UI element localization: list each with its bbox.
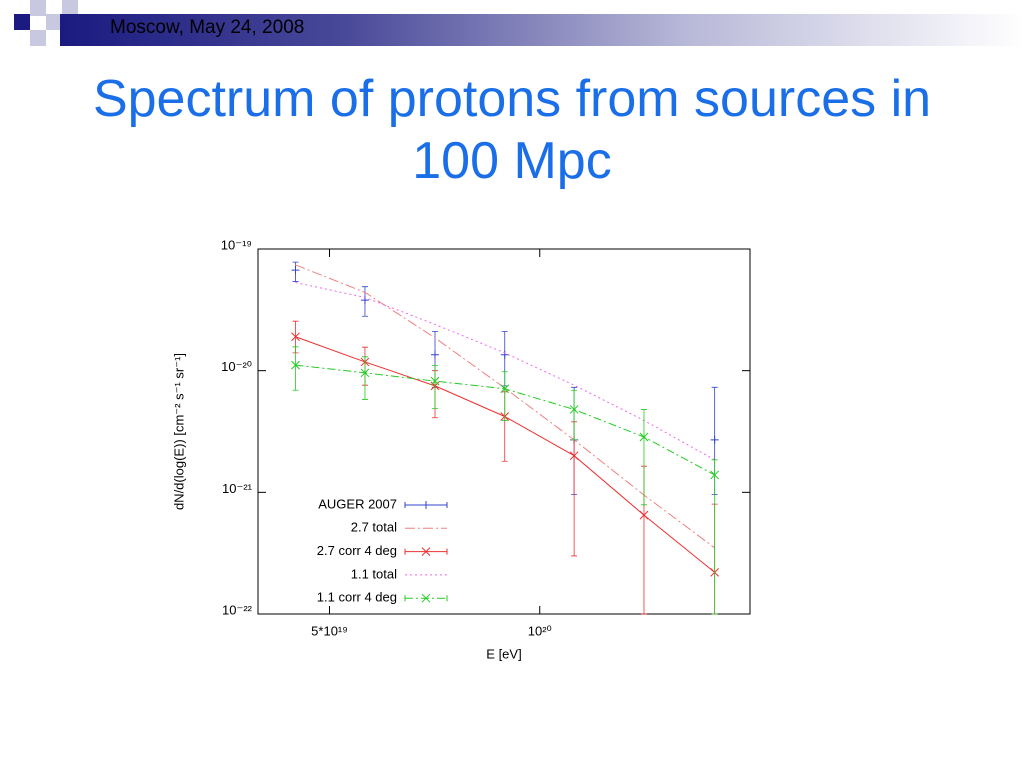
- y-tick-label: 10⁻²⁰: [221, 359, 252, 374]
- legend-label: 1.1 corr 4 deg: [317, 590, 397, 605]
- data-point: [291, 266, 300, 275]
- legend-label: 2.7 total: [351, 520, 397, 535]
- data-point: [639, 432, 649, 442]
- data-point: [360, 368, 370, 378]
- data-point: [500, 384, 510, 394]
- data-point: [500, 350, 509, 359]
- error-bar: [292, 346, 299, 391]
- data-point: [710, 435, 719, 444]
- x-tick-label: 10²⁰: [528, 623, 552, 638]
- decor-square: [30, 0, 46, 16]
- x-axis-label: E [eV]: [486, 646, 521, 661]
- slide-title: Spectrum of protons from sources in 100 …: [92, 70, 932, 190]
- header-bar: [60, 14, 1024, 46]
- data-point: [569, 451, 579, 461]
- y-tick-label: 10⁻²²: [222, 602, 253, 617]
- legend-label: AUGER 2007: [318, 496, 397, 511]
- data-point: [569, 405, 579, 414]
- error-bar: [711, 459, 718, 615]
- legend-label: 2.7 corr 4 deg: [317, 543, 397, 558]
- error-bar: [640, 409, 647, 506]
- header-text: Moscow, May 24, 2008: [110, 17, 305, 38]
- y-tick-label: 10⁻²¹: [222, 481, 253, 496]
- error-bar: [361, 356, 368, 400]
- legend-marker: [422, 501, 430, 509]
- error-bar: [571, 389, 578, 441]
- decor-square: [14, 14, 30, 30]
- legend-marker: [421, 593, 431, 603]
- data-point: [430, 376, 440, 386]
- error-bar: [501, 371, 508, 421]
- data-point: [291, 360, 300, 370]
- plot-frame: [257, 248, 751, 615]
- decor-square: [62, 0, 78, 16]
- error-bar: [432, 365, 439, 409]
- data-point: [431, 350, 440, 359]
- decor-square: [46, 14, 62, 30]
- legend-marker: [421, 547, 431, 556]
- decor-square: [30, 30, 46, 46]
- data-point: [710, 470, 720, 480]
- y-axis-label: dN/d(log(E)) [cm⁻² s⁻¹ sr⁻¹]: [171, 353, 186, 510]
- x-tick-label: 5*10¹⁹: [311, 623, 348, 638]
- data-point: [639, 510, 649, 520]
- data-point: [291, 332, 300, 342]
- legend-label: 1.1 total: [351, 566, 397, 581]
- y-tick-label: 10⁻¹⁹: [221, 237, 252, 252]
